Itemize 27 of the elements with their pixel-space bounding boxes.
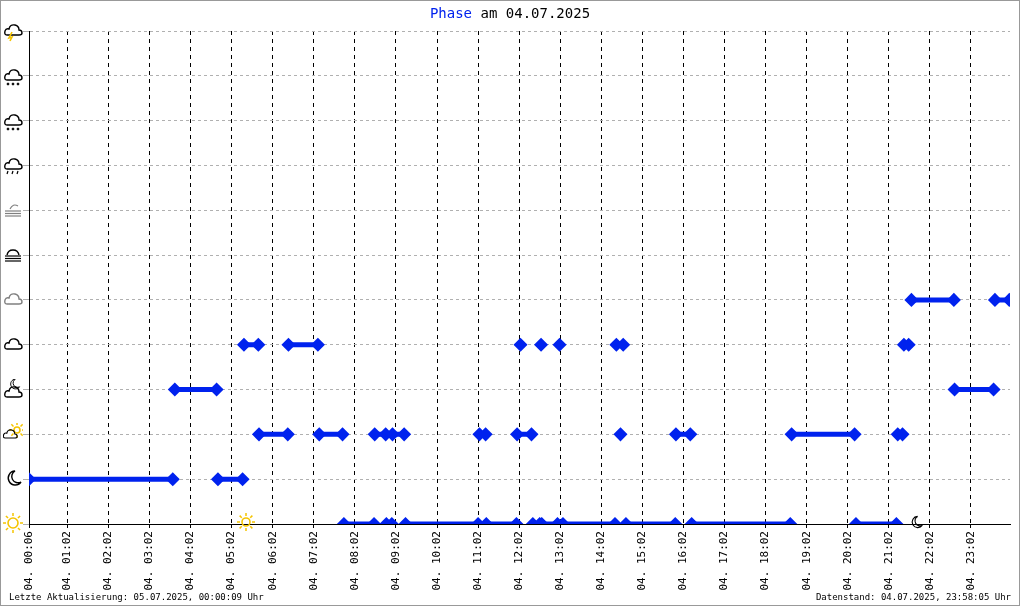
x-tick-label: 04. 19:02 bbox=[799, 531, 813, 591]
x-tick-label: 04. 13:02 bbox=[553, 531, 567, 591]
x-tick-label: 04. 17:02 bbox=[717, 531, 731, 591]
x-tick-label: 04. 15:02 bbox=[635, 531, 649, 591]
text: Datenstand: 04.07.2025, 23:58:05 Uhr bbox=[815, 592, 1011, 602]
text: Letzte Aktualisierung: 05.07.2025, 00:00:09 Uhr bbox=[9, 592, 264, 602]
x-tick-label: 04. 11:02 bbox=[470, 531, 484, 591]
x-tick-label: 04. 07:02 bbox=[306, 531, 320, 591]
x-tick-label: 04. 16:02 bbox=[676, 531, 690, 591]
x-tick-label: 04. 18:02 bbox=[758, 531, 772, 591]
x-tick-label: 04. 04:02 bbox=[183, 531, 197, 591]
x-tick-label: 04. 14:02 bbox=[594, 531, 608, 591]
x-tick-label: 04. 21:02 bbox=[881, 531, 895, 591]
x-tick-label: 04. 03:02 bbox=[142, 531, 156, 591]
x-tick-label: 04. 00:06 bbox=[21, 531, 35, 591]
x-tick-label: 04. 08:02 bbox=[347, 531, 361, 591]
x-tick-label: 04. 23:02 bbox=[963, 531, 977, 591]
chart-title: Phase am 04.07.2025 bbox=[429, 5, 591, 21]
x-tick-label: 04. 22:02 bbox=[922, 531, 936, 591]
x-tick-label: 04. 20:02 bbox=[840, 531, 854, 591]
x-tick-label: 04. 06:02 bbox=[265, 531, 279, 591]
x-tick-label: 04. 01:02 bbox=[60, 531, 74, 591]
x-tick-label: 04. 02:02 bbox=[101, 531, 115, 591]
x-tick-label: 04. 10:02 bbox=[429, 531, 443, 591]
x-tick-label: 04. 12:02 bbox=[512, 531, 526, 591]
x-tick-label: 04. 05:02 bbox=[224, 531, 238, 591]
x-tick-label: 04. 09:02 bbox=[388, 531, 402, 591]
